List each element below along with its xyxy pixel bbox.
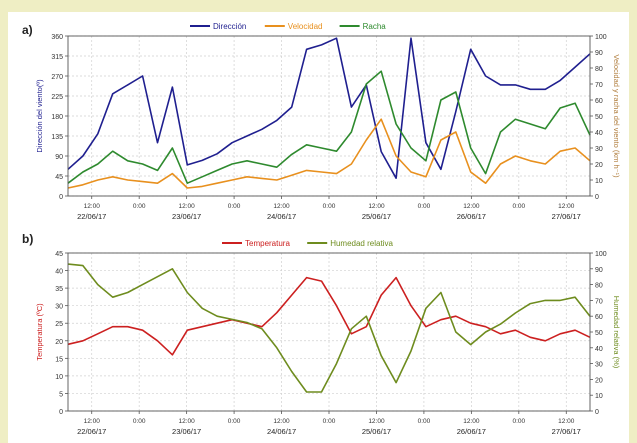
x-tick-label: 12:00 [273, 203, 290, 210]
y2-tick-label: 60 [595, 314, 603, 321]
y2-axis-title: Velocidad y racha del viento (km h⁻¹) [612, 54, 621, 178]
y2-tick-label: 90 [595, 267, 603, 274]
y2-tick-label: 20 [595, 377, 603, 384]
x-tick-label: 0:00 [228, 203, 241, 210]
series-line [67, 70, 591, 184]
legend-label: Humedad relativa [330, 239, 393, 248]
y2-tick-label: 30 [595, 362, 603, 369]
series-line [67, 276, 591, 356]
y-tick-label: 135 [51, 134, 63, 141]
x-tick-label: 12:00 [178, 418, 195, 425]
y-tick-label: 45 [55, 174, 63, 181]
y-tick-label: 225 [51, 94, 63, 101]
panel-label: b) [22, 232, 33, 246]
x-tick-label: 0:00 [512, 418, 525, 425]
y2-tick-label: 40 [595, 130, 603, 137]
y-tick-label: 45 [55, 251, 63, 258]
y-tick-label: 0 [59, 194, 63, 201]
x-date-label: 24/06/17 [267, 212, 296, 221]
x-tick-label: 12:00 [178, 203, 195, 210]
x-date-label: 27/06/17 [552, 427, 581, 436]
x-date-label: 25/06/17 [362, 427, 391, 436]
y2-tick-label: 10 [595, 393, 603, 400]
panel-card [8, 12, 629, 443]
y-tick-label: 10 [55, 374, 63, 381]
x-tick-label: 12:00 [84, 203, 101, 210]
y-tick-label: 35 [55, 286, 63, 293]
y-tick-label: 15 [55, 356, 63, 363]
y-tick-label: 5 [59, 391, 63, 398]
y2-tick-label: 60 [595, 98, 603, 105]
y2-tick-label: 70 [595, 82, 603, 89]
y2-tick-label: 50 [595, 330, 603, 337]
x-date-label: 25/06/17 [362, 212, 391, 221]
panel-a-chart: a) 0 45 90 135 180 225 270 315 360 0 10 20 30 40 50 60 70… [22, 22, 621, 221]
y-tick-label: 30 [55, 304, 63, 311]
y-tick-label: 315 [51, 54, 63, 61]
y-tick-label: 25 [55, 321, 63, 328]
x-tick-label: 12:00 [84, 418, 101, 425]
y2-tick-label: 50 [595, 114, 603, 121]
y2-tick-label: 70 [595, 298, 603, 305]
y-tick-label: 360 [51, 34, 63, 41]
series-line [67, 118, 591, 189]
x-tick-label: 0:00 [418, 418, 431, 425]
y2-tick-label: 40 [595, 346, 603, 353]
x-tick-label: 12:00 [368, 418, 385, 425]
series-line [67, 263, 591, 393]
y2-tick-label: 80 [595, 283, 603, 290]
y2-tick-label: 30 [595, 146, 603, 153]
x-tick-label: 12:00 [273, 418, 290, 425]
y-axis-title: Dirección del viento(º) [35, 79, 44, 153]
y2-axis-title: Humedad relativa (%) [612, 296, 621, 369]
legend-label: Temperatura [245, 239, 290, 248]
y-tick-label: 40 [55, 269, 63, 276]
x-date-label: 22/06/17 [77, 427, 106, 436]
x-date-label: 24/06/17 [267, 427, 296, 436]
x-date-label: 26/06/17 [457, 212, 486, 221]
panel-label: a) [22, 23, 33, 37]
y2-tick-label: 10 [595, 178, 603, 185]
series-line [67, 37, 591, 179]
x-tick-label: 0:00 [323, 418, 336, 425]
y-axis-title: Temperatura (ºC) [35, 303, 44, 361]
y2-tick-label: 90 [595, 50, 603, 57]
x-date-label: 23/06/17 [172, 427, 201, 436]
x-tick-label: 12:00 [463, 203, 480, 210]
y2-tick-label: 0 [595, 409, 599, 416]
y2-tick-label: 0 [595, 194, 599, 201]
y-tick-label: 90 [55, 154, 63, 161]
x-tick-label: 12:00 [558, 203, 575, 210]
y-tick-label: 270 [51, 74, 63, 81]
x-date-label: 26/06/17 [457, 427, 486, 436]
y-tick-label: 0 [59, 409, 63, 416]
x-date-label: 22/06/17 [77, 212, 106, 221]
x-tick-label: 0:00 [228, 418, 241, 425]
x-tick-label: 0:00 [133, 203, 146, 210]
x-tick-label: 12:00 [368, 203, 385, 210]
x-tick-label: 12:00 [558, 418, 575, 425]
panel-b-chart: b) 0 5 10 15 20 25 30 35 40 45 0 10 20 30 40 50 60 70 80 90 1… [22, 232, 621, 436]
y2-tick-label: 100 [595, 251, 607, 258]
y2-tick-label: 100 [595, 34, 607, 41]
y-tick-label: 20 [55, 339, 63, 346]
y2-tick-label: 80 [595, 66, 603, 73]
y2-tick-label: 20 [595, 162, 603, 169]
legend-label: Dirección [213, 22, 246, 31]
x-tick-label: 0:00 [512, 203, 525, 210]
x-tick-label: 0:00 [418, 203, 431, 210]
y-tick-label: 180 [51, 114, 63, 121]
legend-label: Racha [363, 22, 387, 31]
x-tick-label: 0:00 [133, 418, 146, 425]
legend-label: Velocidad [288, 22, 323, 31]
x-tick-label: 0:00 [323, 203, 336, 210]
x-date-label: 27/06/17 [552, 212, 581, 221]
x-date-label: 23/06/17 [172, 212, 201, 221]
x-tick-label: 12:00 [463, 418, 480, 425]
